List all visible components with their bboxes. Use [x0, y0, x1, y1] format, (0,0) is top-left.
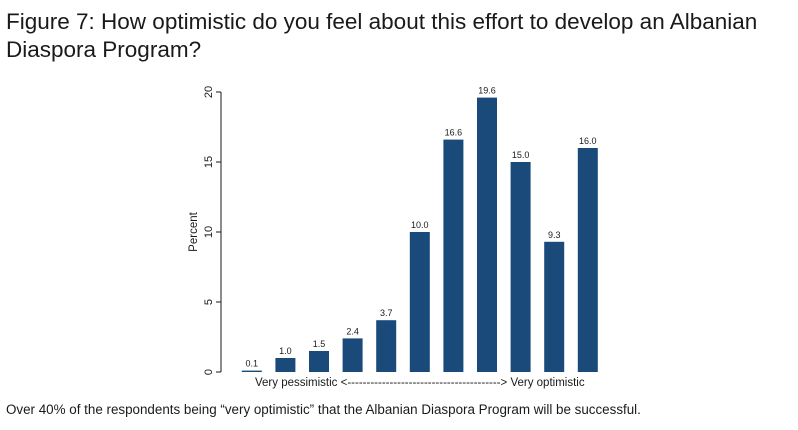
bar	[376, 320, 397, 372]
bar-value-label: 0.1	[246, 359, 259, 369]
y-tick-label: 0	[203, 369, 215, 375]
bar-value-label: 1.5	[313, 339, 326, 349]
figure-caption: Over 40% of the respondents being “very …	[6, 402, 641, 417]
bar	[577, 148, 598, 372]
bar-value-label: 1.0	[279, 346, 292, 356]
y-tick-label: 10	[203, 226, 215, 238]
chart-canvas: 0 5 10 15 20 Percent 0.1 1.0 1.5 2.4 3.7 10.0 16.6…	[188, 86, 598, 389]
bar	[544, 241, 565, 372]
figure-title: Figure 7: How optimistic do you feel abo…	[6, 9, 758, 62]
bar	[409, 232, 430, 372]
bar	[275, 358, 296, 372]
bar-value-label: 19.6	[478, 86, 496, 96]
bar-value-label: 3.7	[380, 308, 393, 318]
bar-value-label: 9.3	[548, 230, 561, 240]
bar-value-labels: 0.1 1.0 1.5 2.4 3.7 10.0 16.6 19.6 15.0 9.3 16.0	[246, 86, 597, 369]
bar-value-label: 10.0	[411, 220, 429, 230]
bar-chart: 0 5 10 15 20 Percent 0.1 1.0 1.5 2.4 3.7 10.0 16.6…	[0, 80, 798, 392]
bar	[241, 370, 262, 372]
x-axis-label: Very pessimistic <----------------------…	[255, 377, 585, 389]
bar	[510, 162, 531, 372]
bars	[241, 97, 598, 372]
bar-value-label: 16.6	[445, 128, 463, 138]
bar	[443, 139, 464, 372]
y-axis-label: Percent	[188, 211, 200, 251]
y-tick-label: 15	[203, 156, 215, 168]
bar-value-label: 16.0	[579, 136, 597, 146]
bar	[309, 351, 329, 372]
y-ticks: 0 5 10 15 20	[203, 86, 221, 375]
bar	[342, 338, 363, 372]
bar-value-label: 2.4	[346, 326, 359, 336]
y-tick-label: 20	[203, 86, 215, 98]
bar	[477, 97, 497, 372]
y-tick-label: 5	[203, 299, 215, 305]
bar-value-label: 15.0	[512, 150, 530, 160]
